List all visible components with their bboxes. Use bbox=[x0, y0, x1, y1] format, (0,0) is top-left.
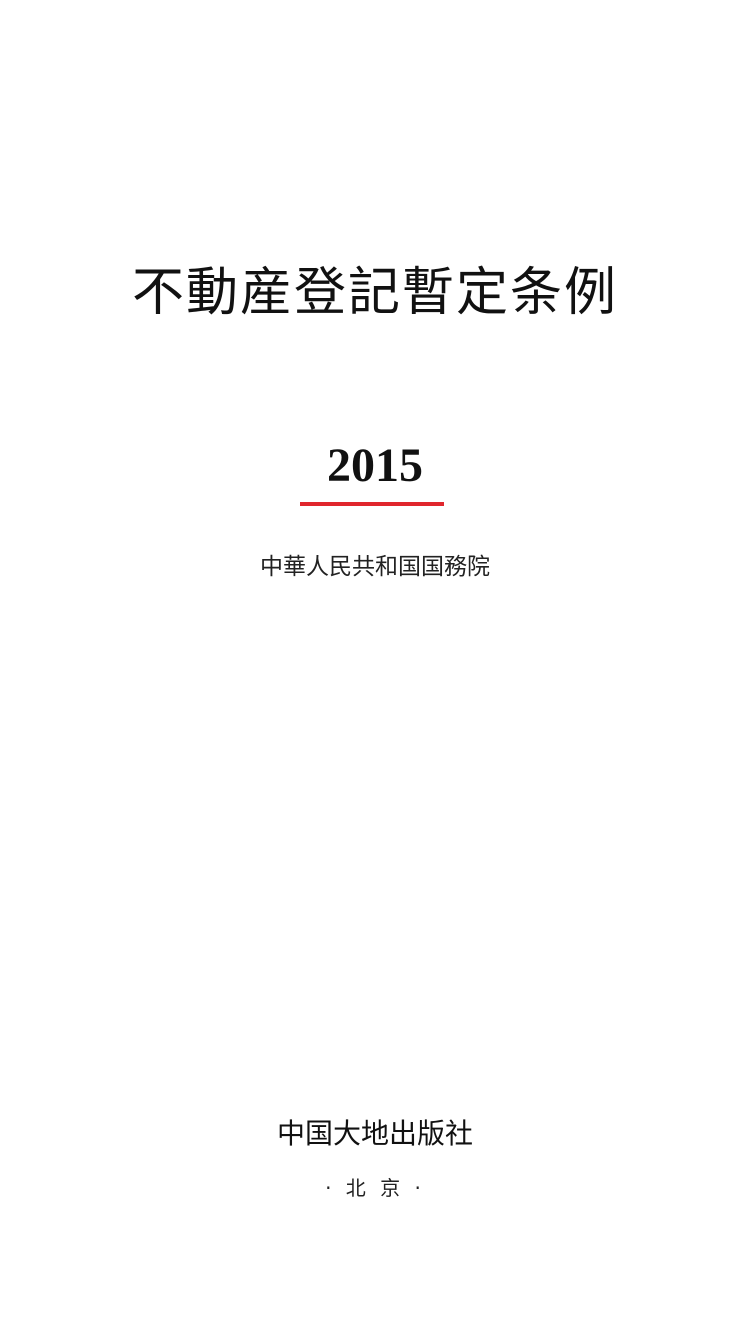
publisher-name: 中国大地出版社 bbox=[276, 1117, 473, 1150]
publisher-city: · 北 京 · bbox=[325, 1176, 425, 1200]
publication-year: 2015 bbox=[327, 439, 423, 492]
issuing-authority: 中華人民共和国国務院 bbox=[260, 554, 490, 580]
book-title: 不動産登記暫定条例 bbox=[131, 263, 618, 323]
red-divider-rule bbox=[300, 502, 444, 506]
